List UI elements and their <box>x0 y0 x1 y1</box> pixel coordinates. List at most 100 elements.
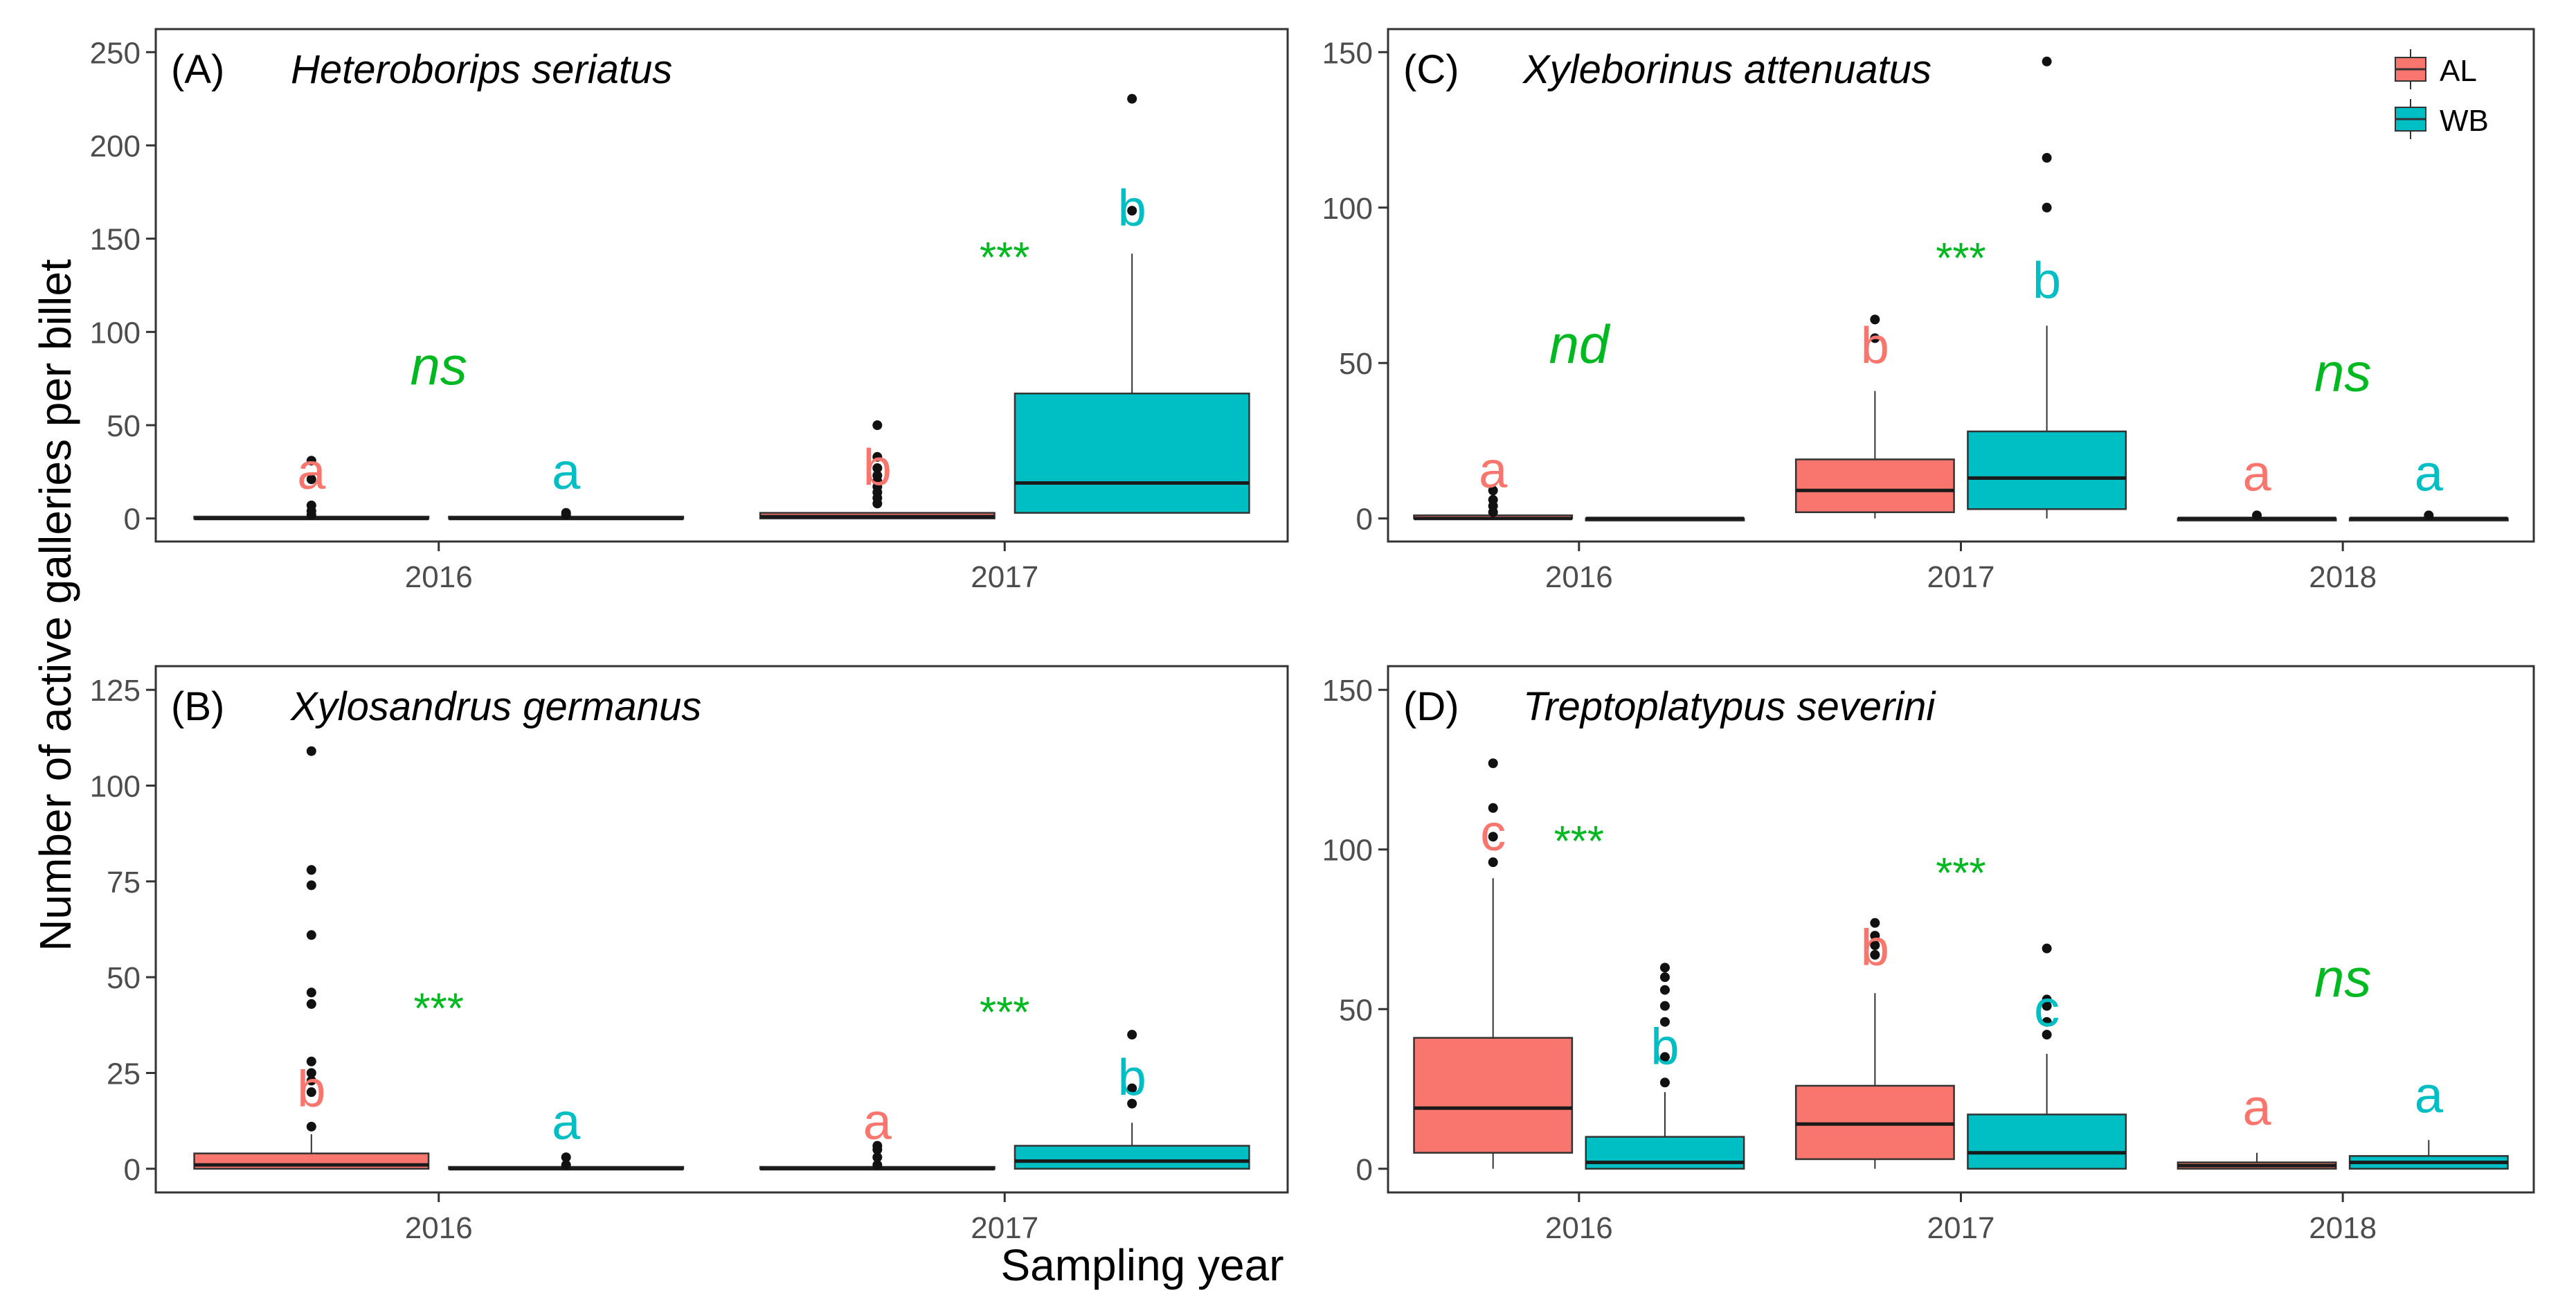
outlier-point <box>1870 918 1880 928</box>
box-wb-2017 <box>1967 1113 2127 1170</box>
y-tick-label: 150 <box>90 223 141 257</box>
outlier-point <box>1488 832 1498 842</box>
outlier-point <box>306 1056 316 1066</box>
y-tick-label: 0 <box>1356 503 1373 537</box>
y-tick-label: 150 <box>1322 674 1373 708</box>
outlier-point <box>1127 206 1137 216</box>
x-axis-label: Sampling year <box>1000 1240 1284 1290</box>
significance-label: *** <box>1936 235 1985 283</box>
outlier-point <box>2042 943 2052 954</box>
y-tick-label: 200 <box>90 129 141 163</box>
outlier-point <box>1127 1098 1137 1109</box>
species-name: Xylosandrus germanus <box>289 684 701 729</box>
y-tick-label: 100 <box>90 316 141 350</box>
box-al-2016 <box>1413 1037 1574 1154</box>
x-tick-label: 2018 <box>2309 560 2377 594</box>
outlier-point <box>1488 494 1498 505</box>
outlier-point <box>2042 56 2052 66</box>
group-letter: c <box>2034 980 2060 1037</box>
outlier-point <box>1659 1001 1670 1011</box>
y-tick-label: 75 <box>107 866 141 900</box>
outlier-point <box>561 508 571 518</box>
group-letter: a <box>552 442 581 500</box>
outlier-point <box>1127 1030 1137 1040</box>
group-letter: a <box>2415 1066 2444 1123</box>
x-tick-label: 2017 <box>971 1211 1038 1245</box>
outlier-point <box>561 1160 571 1170</box>
outlier-point <box>1488 857 1498 868</box>
outlier-point <box>872 451 883 462</box>
y-tick-label: 0 <box>1356 1153 1373 1187</box>
outlier-point <box>306 999 316 1009</box>
outlier-point <box>306 930 316 940</box>
group-letter: b <box>1861 919 1889 976</box>
outlier-point <box>306 1068 316 1078</box>
outlier-point <box>1488 485 1498 496</box>
x-tick-label: 2018 <box>2309 1211 2377 1245</box>
panel-tag: (C) <box>1403 47 1459 92</box>
outlier-point <box>306 865 316 875</box>
panel-frame <box>1387 28 2535 543</box>
outlier-point <box>872 463 883 473</box>
species-name: Xyleborinus attenuatus <box>1522 47 1931 92</box>
outlier-point <box>1127 1083 1137 1093</box>
outlier-point <box>306 1087 316 1098</box>
y-tick-label: 125 <box>90 674 141 708</box>
group-letter: b <box>2033 251 2061 309</box>
y-tick-label: 50 <box>1339 347 1373 381</box>
outlier-point <box>1870 314 1880 325</box>
group-letter: a <box>297 442 326 500</box>
outlier-point <box>1488 803 1498 813</box>
y-tick-label: 100 <box>1322 834 1373 868</box>
x-tick-label: 2016 <box>405 1211 473 1245</box>
group-letter: b <box>297 1060 325 1118</box>
species-name: Treptoplatypus severini <box>1523 684 1936 729</box>
group-letter: b <box>1118 179 1146 237</box>
x-tick-label: 2017 <box>1927 560 1995 594</box>
outlier-point <box>1488 758 1498 769</box>
y-tick-label: 25 <box>107 1057 141 1091</box>
group-letter: a <box>2415 445 2444 502</box>
outlier-point <box>872 470 883 481</box>
outlier-point <box>1659 963 1670 973</box>
group-letter: a <box>1479 441 1508 499</box>
panel-frame <box>1387 665 2535 1194</box>
y-tick-label: 100 <box>1322 192 1373 226</box>
outlier-point <box>306 746 316 756</box>
y-tick-label: 0 <box>124 503 141 537</box>
outlier-point <box>1659 1052 1670 1062</box>
x-tick-label: 2017 <box>1927 1211 1995 1245</box>
outlier-point <box>1127 93 1137 104</box>
outlier-point <box>306 987 316 998</box>
group-letter: b <box>1650 1018 1679 1075</box>
x-tick-label: 2016 <box>405 560 473 594</box>
group-letter: b <box>1861 317 1889 375</box>
outlier-point <box>2042 202 2052 213</box>
significance-label: *** <box>980 234 1029 282</box>
legend-label-wb: WB <box>2440 104 2489 138</box>
outlier-point <box>561 1152 571 1163</box>
outlier-point <box>1870 949 1880 960</box>
y-tick-label: 100 <box>90 770 141 804</box>
outlier-point <box>1870 333 1880 343</box>
group-letter: a <box>552 1093 581 1150</box>
group-letter: c <box>1480 804 1506 861</box>
outlier-point <box>2042 994 2052 1005</box>
box-al-2017 <box>1794 458 1955 513</box>
significance-label: ns <box>411 335 467 396</box>
y-tick-label: 0 <box>124 1153 141 1187</box>
group-letter: a <box>2242 445 2271 502</box>
group-letter: a <box>863 1093 892 1150</box>
group-letter: b <box>863 439 892 497</box>
y-tick-label: 50 <box>107 409 141 443</box>
group-letter: a <box>2242 1079 2271 1136</box>
outlier-point <box>2042 1017 2052 1027</box>
outlier-point <box>1870 940 1880 951</box>
outlier-point <box>872 1160 883 1170</box>
y-tick-label: 150 <box>1322 36 1373 70</box>
y-tick-label: 50 <box>1339 993 1373 1027</box>
outlier-point <box>306 1121 316 1131</box>
outlier-point <box>872 1152 883 1163</box>
